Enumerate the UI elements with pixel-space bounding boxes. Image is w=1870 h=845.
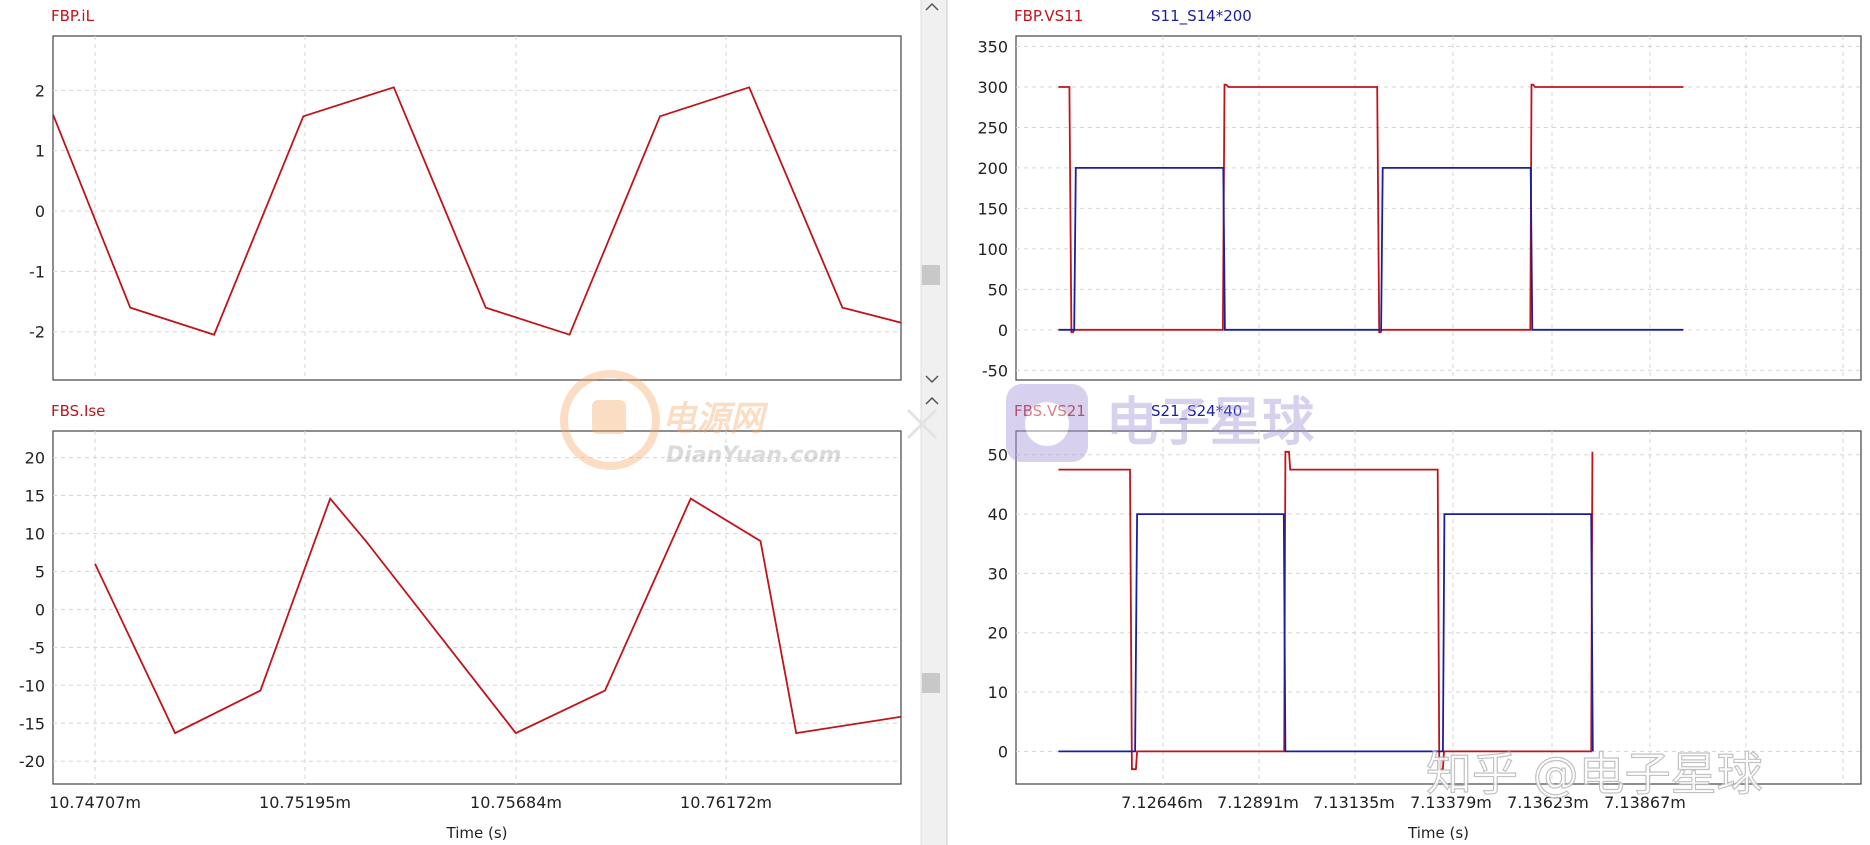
x-tick-label: 10.74707m	[49, 793, 141, 812]
watermark-dzxq: 电子星球	[1006, 384, 1315, 462]
y-tick-label: 50	[988, 446, 1008, 465]
watermark-dianyuan: 电源网 DianYuan.com	[560, 370, 841, 470]
series-line-fbs-ise	[94, 496, 901, 735]
y-tick-label: -15	[19, 714, 45, 733]
y-tick-label: 300	[977, 78, 1008, 97]
series-line-s21-s24-40	[1058, 513, 1594, 753]
chart-panel-fbs-vs21: 0 10 20 30 40 50 7.12646m 7.12891m 7.13135m 7.133…	[988, 402, 1862, 842]
grid-lines	[1016, 431, 1861, 784]
x-tick-label: 7.12646m	[1121, 793, 1203, 812]
y-tick-label: -10	[19, 676, 45, 695]
watermark-dzxq-text: 电子星球	[1106, 393, 1315, 453]
y-tick-label: -5	[29, 638, 45, 657]
y-tick-label: 150	[977, 199, 1008, 218]
plot-area[interactable]	[52, 35, 902, 381]
legend-label: S11_S14*200	[1151, 7, 1252, 26]
plot-title: FBS.Ise	[51, 402, 105, 420]
series-line-s11-s14-200	[1058, 166, 1684, 331]
plot-area[interactable]	[52, 430, 902, 785]
scroll-up-arrow-icon[interactable]	[925, 396, 939, 405]
y-tick-label: 0	[35, 600, 45, 619]
series-line-fbs-vs21	[1058, 450, 1594, 771]
watermark-zhihu: 知乎 @电子星球	[1426, 747, 1763, 801]
y-tick-label: 100	[977, 240, 1008, 259]
y-tick-label: 200	[977, 159, 1008, 178]
scroll-down-arrow-icon[interactable]	[925, 375, 939, 384]
scrollbar-top[interactable]	[922, 2, 940, 384]
x-axis-label: Time (s)	[1407, 824, 1469, 842]
plot-title: FBP.VS11	[1014, 7, 1083, 25]
scroll-up-arrow-icon[interactable]	[925, 2, 939, 11]
y-tick-label: 0	[998, 321, 1008, 340]
y-tick-label: 1	[35, 142, 45, 161]
plug-icon	[592, 400, 626, 434]
plot-title: FBS.VS21	[1014, 402, 1086, 420]
grid-lines	[1016, 36, 1861, 380]
y-tick-label: 350	[977, 38, 1008, 57]
y-tick-label: 20	[25, 449, 45, 468]
y-tick-label: 5	[35, 562, 45, 581]
y-tick-label: -50	[982, 361, 1008, 380]
legend-label: S21_S24*40	[1151, 402, 1242, 421]
x-axis-label: Time (s)	[446, 824, 508, 842]
close-icon[interactable]	[906, 408, 938, 440]
y-tick-label: 40	[988, 505, 1008, 524]
x-tick-label: 7.13379m	[1410, 793, 1492, 812]
grid-lines	[53, 431, 901, 784]
series-line-fbp-il	[53, 86, 901, 336]
chart-panel-fbp-il: -2 -1 0 1 2 FBP.iL	[29, 7, 902, 381]
y-tick-label: 20	[988, 624, 1008, 643]
x-tick-label: 7.13867m	[1604, 793, 1686, 812]
plot-title: FBP.iL	[51, 7, 95, 25]
x-tick-label: 7.13135m	[1313, 793, 1395, 812]
grid-lines	[53, 36, 901, 380]
scrollbar-thumb-top[interactable]	[922, 265, 940, 285]
chart-panel-fbs-ise: -20 -15 -10 -5 0 5 10 15 20 10.74707m 10.75195m 10.…	[19, 402, 902, 842]
x-tick-label: 10.75684m	[470, 793, 562, 812]
series-line-fbp-vs11	[1058, 83, 1684, 334]
scrollbar-bottom[interactable]	[922, 396, 940, 693]
y-tick-label: 10	[988, 683, 1008, 702]
y-tick-label: 2	[35, 81, 45, 100]
x-tick-label: 7.12891m	[1217, 793, 1299, 812]
y-tick-label: -2	[29, 323, 45, 342]
chart-panel-fbp-vs11: -50 0 50 100 150 200 250 300 350 FBP.VS11 S11_S14*…	[977, 7, 1862, 381]
y-tick-label: 50	[988, 280, 1008, 299]
x-tick-label: 10.76172m	[680, 793, 772, 812]
x-tick-label: 7.13623m	[1507, 793, 1589, 812]
y-tick-label: 0	[998, 742, 1008, 761]
plot-area[interactable]	[1015, 35, 1862, 381]
y-tick-label: 0	[35, 202, 45, 221]
x-tick-label: 10.75195m	[259, 793, 351, 812]
watermark-dianyuan-en: DianYuan.com	[666, 443, 841, 468]
y-tick-label: 15	[25, 487, 45, 506]
y-tick-label: -1	[29, 262, 45, 281]
robot-logo-icon	[1006, 384, 1088, 462]
y-tick-label: 250	[977, 118, 1008, 137]
y-tick-label: 30	[988, 564, 1008, 583]
y-tick-label: -20	[19, 752, 45, 771]
y-tick-label: 10	[25, 524, 45, 543]
scrollbar-thumb-bottom[interactable]	[922, 673, 940, 693]
watermark-dianyuan-cn: 电源网	[662, 399, 769, 439]
